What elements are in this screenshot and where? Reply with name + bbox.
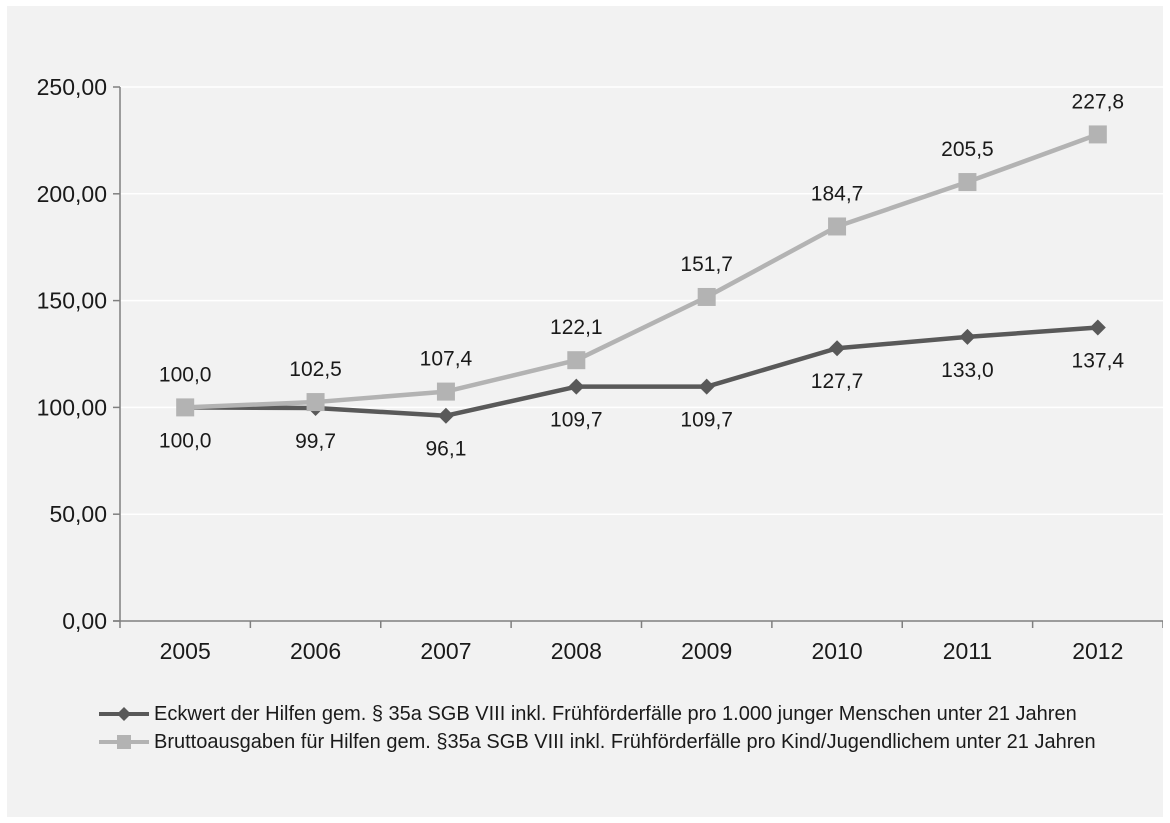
data-label: 109,7: [680, 409, 733, 432]
x-tick-label: 2008: [551, 638, 602, 664]
y-tick-label: 0,00: [62, 608, 107, 634]
data-label: 151,7: [680, 253, 733, 276]
legend-label-series-0: Eckwert der Hilfen gem. § 35a SGB VIII i…: [154, 703, 1077, 725]
x-tick-label: 2012: [1072, 638, 1123, 664]
data-point-square: [176, 398, 195, 417]
data-label: 96,1: [426, 438, 467, 461]
legend-label-series-1: Bruttoausgaben für Hilfen gem. §35a SGB …: [154, 731, 1096, 753]
x-tick-label: 2009: [681, 638, 732, 664]
data-point-diamond: [698, 378, 715, 395]
y-tick-label: 50,00: [49, 501, 107, 527]
series: [176, 125, 1107, 424]
legend-item-series-0: Eckwert der Hilfen gem. § 35a SGB VIII i…: [99, 702, 1159, 726]
data-label: 137,4: [1072, 350, 1125, 373]
data-label: 133,0: [941, 359, 994, 382]
legend: Eckwert der Hilfen gem. § 35a SGB VIII i…: [99, 702, 1159, 758]
data-label: 102,5: [289, 358, 342, 381]
line-chart: 0,00 50,00 100,00 150,00 200,00 250,00 2005 200…: [37, 74, 1163, 664]
data-point-square: [306, 393, 325, 412]
data-label: 109,7: [550, 409, 603, 432]
data-point-square: [1088, 125, 1107, 144]
data-point-square: [828, 217, 847, 236]
data-label: 100,0: [159, 363, 212, 386]
data-point-square: [436, 382, 455, 401]
y-tick-label: 250,00: [37, 74, 107, 100]
data-point-diamond: [437, 407, 454, 424]
x-tick-label: 2005: [160, 638, 211, 664]
data-point-diamond: [1089, 319, 1106, 336]
data-point-square: [697, 287, 716, 306]
data-point-diamond: [829, 340, 846, 357]
data-label: 122,1: [550, 316, 603, 339]
gridlines: [120, 86, 1163, 515]
data-labels: 100,0 99,7 96,1 109,7 109,7 127,7 133,0 137,4 10…: [159, 90, 1124, 460]
legend-item-series-1: Bruttoausgaben für Hilfen gem. §35a SGB …: [99, 730, 1159, 754]
y-tick-label: 100,00: [37, 394, 107, 420]
data-point-diamond: [568, 378, 585, 395]
legend-swatch-square-icon: [99, 735, 149, 749]
data-label: 107,4: [420, 348, 473, 371]
data-label: 227,8: [1072, 90, 1125, 113]
data-label: 205,5: [941, 138, 994, 161]
legend-swatch-diamond-icon: [99, 707, 149, 721]
data-label: 127,7: [811, 370, 864, 393]
chart-area: 0,00 50,00 100,00 150,00 200,00 250,00 2005 200…: [7, 6, 1163, 817]
data-point-diamond: [959, 328, 976, 345]
x-tick-label: 2011: [943, 638, 992, 664]
data-point-square: [567, 351, 586, 370]
series-line-1: [185, 132, 1099, 410]
series-line-0: [185, 325, 1098, 418]
y-tick-label: 150,00: [37, 288, 107, 314]
data-label: 184,7: [811, 182, 864, 205]
y-tick-label: 200,00: [37, 181, 107, 207]
data-label: 99,7: [295, 430, 336, 453]
data-point-square: [958, 173, 977, 192]
x-tick-label: 2010: [811, 638, 862, 664]
axes: 0,00 50,00 100,00 150,00 200,00 250,00 2005 200…: [37, 74, 1163, 664]
x-tick-label: 2006: [290, 638, 341, 664]
data-label: 100,0: [159, 429, 212, 452]
x-tick-label: 2007: [420, 638, 471, 664]
